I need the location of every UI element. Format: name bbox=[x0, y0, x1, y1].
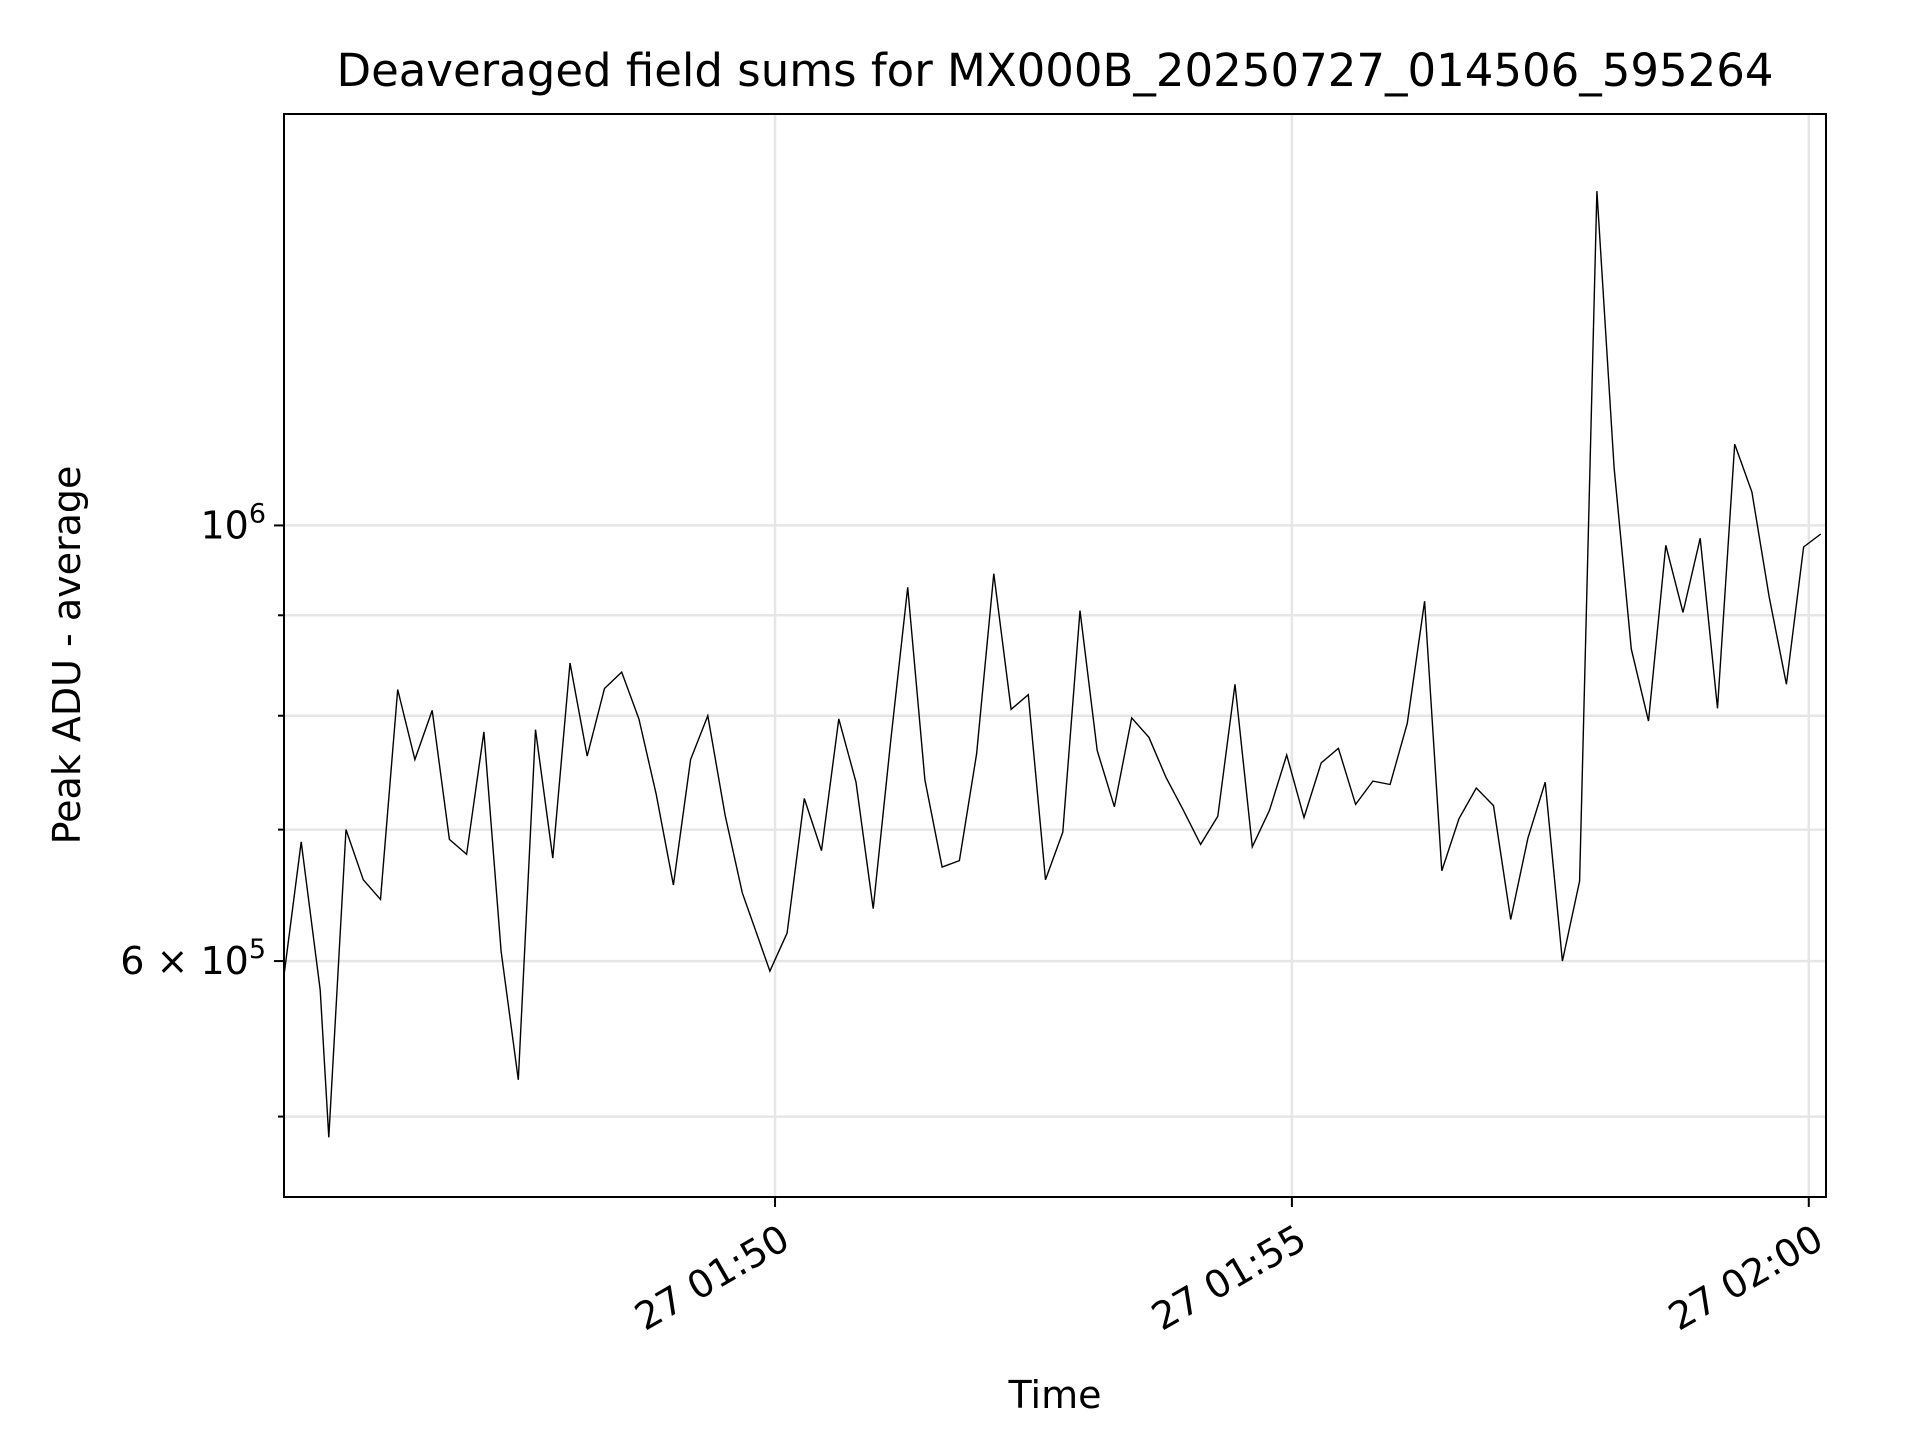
y-tick-label: 106 bbox=[200, 498, 266, 547]
series-layer bbox=[283, 191, 1822, 1138]
x-axis-label: Time bbox=[1008, 1373, 1102, 1417]
gridlines bbox=[284, 114, 1826, 1197]
y-tick-label: 6 × 105 bbox=[120, 934, 266, 983]
series-line bbox=[283, 191, 1822, 1138]
plot-frame bbox=[283, 113, 1827, 1198]
y-axis-label: Peak ADU - average bbox=[45, 466, 89, 845]
chart-title: Deaveraged field sums for MX000B_2025072… bbox=[336, 44, 1773, 97]
